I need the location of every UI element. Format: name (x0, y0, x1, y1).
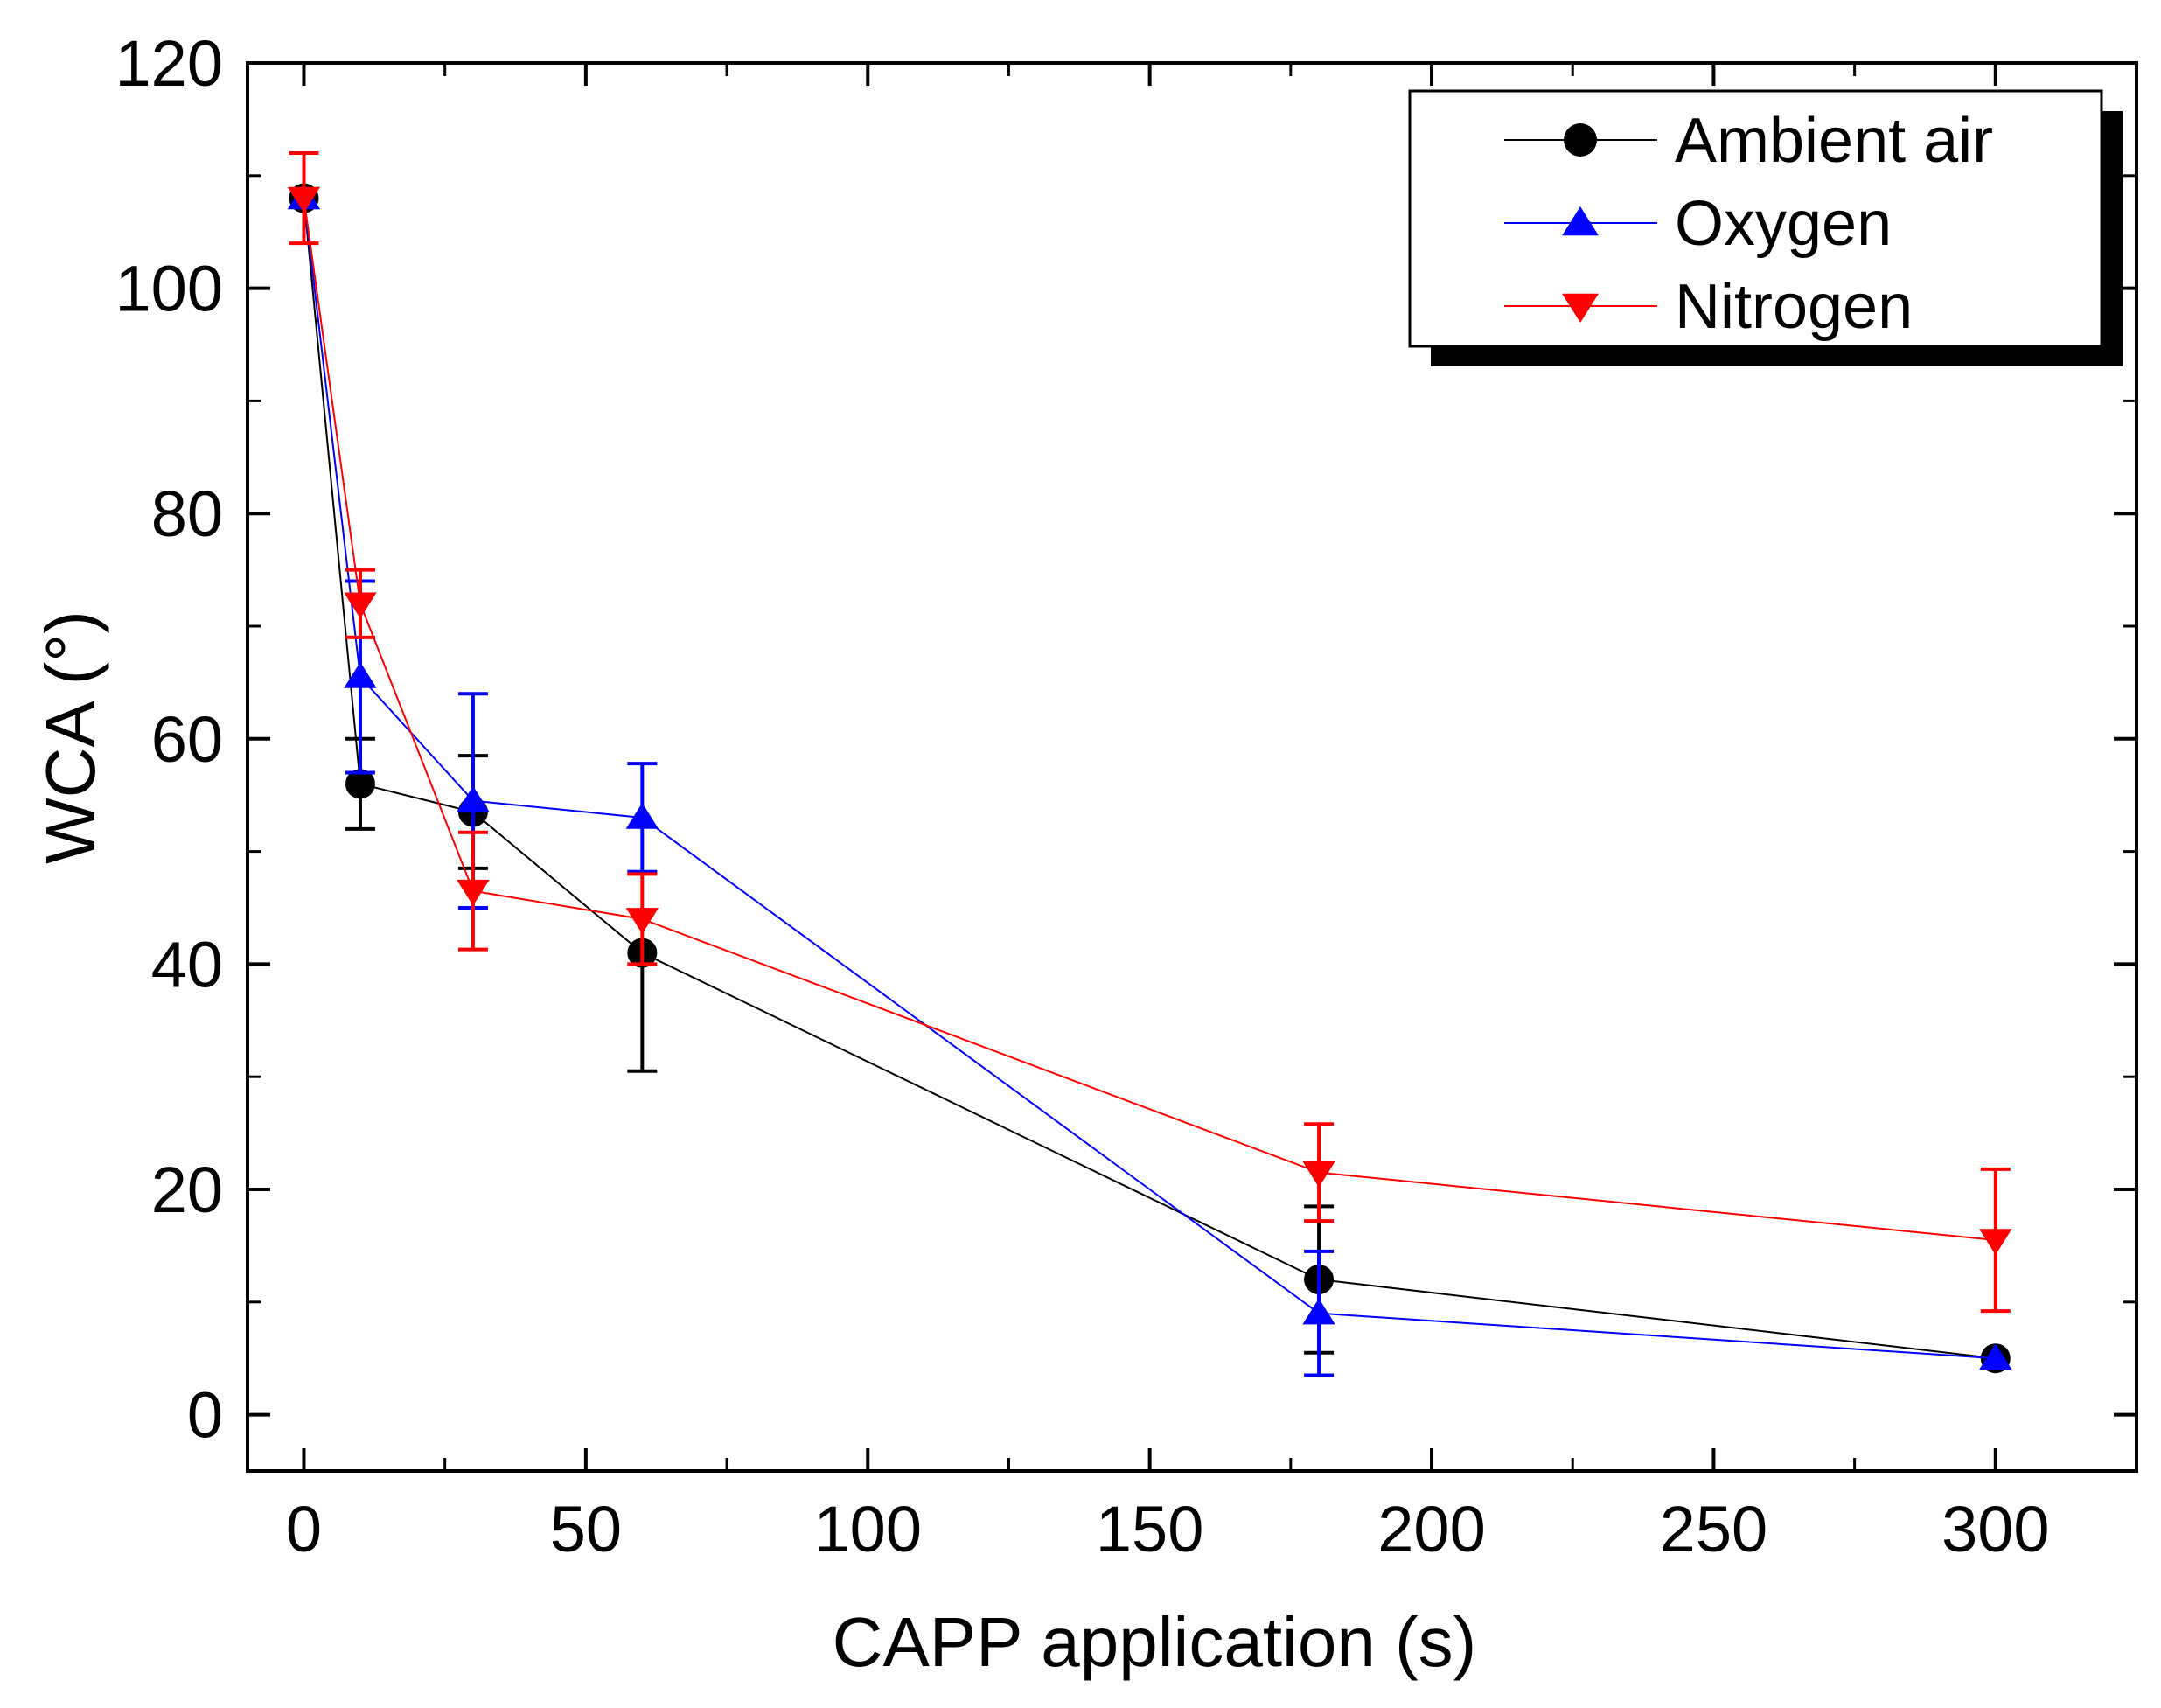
legend-label: Ambient air (1675, 106, 1993, 176)
x-tick-label: 50 (550, 1493, 622, 1565)
y-tick-label: 0 (187, 1379, 223, 1452)
y-tick-label: 40 (151, 928, 223, 1000)
series-line (303, 198, 1996, 1241)
y-tick-label: 120 (115, 27, 223, 100)
x-axis-title: CAPP application (s) (833, 1603, 1477, 1681)
legend-item-nitrogen: Nitrogen (1504, 272, 1913, 342)
legend-marker (1564, 123, 1597, 157)
data-point (625, 908, 659, 934)
data-point (344, 592, 377, 619)
series-nitrogen (287, 151, 2012, 1314)
x-tick-label: 200 (1377, 1493, 1485, 1565)
y-tick-label: 80 (151, 478, 223, 550)
y-axis-title: WCA (°) (31, 610, 109, 864)
data-point (345, 769, 375, 799)
data-point (1302, 1161, 1335, 1188)
x-tick-label: 300 (1941, 1493, 2049, 1565)
data-point (1979, 1343, 2012, 1370)
data-point (457, 785, 490, 812)
y-tick-label: 20 (151, 1154, 223, 1226)
data-point (625, 802, 659, 829)
data-point (1302, 1298, 1335, 1325)
legend-label: Oxygen (1675, 189, 1892, 259)
legend-box (1408, 89, 2103, 348)
data-point (344, 661, 377, 688)
plot-frame (246, 61, 2138, 1473)
axes (246, 61, 2138, 1473)
legend-marker (1562, 206, 1599, 236)
y-tick-label: 60 (151, 703, 223, 776)
legend-item-ambient-air: Ambient air (1504, 106, 1993, 176)
legend: Ambient air Oxygen Nitrogen (1408, 89, 2123, 366)
legend-item-oxygen: Oxygen (1504, 189, 1892, 259)
series (287, 151, 2012, 1377)
data-point (1979, 1229, 2012, 1255)
legend-items: Ambient air Oxygen Nitrogen (1504, 106, 1993, 342)
legend-label: Nitrogen (1675, 272, 1913, 342)
y-tick-label: 100 (115, 253, 223, 325)
ticks: 0 50 100 150 200 250 300 0 20 40 60 80 100 120 (115, 27, 2137, 1565)
x-tick-label: 0 (286, 1493, 322, 1565)
data-point (287, 186, 321, 213)
x-tick-label: 150 (1096, 1493, 1203, 1565)
data-point (457, 879, 490, 906)
x-tick-label: 100 (814, 1493, 922, 1565)
legend-marker (1562, 293, 1599, 323)
x-tick-label: 250 (1660, 1493, 1767, 1565)
